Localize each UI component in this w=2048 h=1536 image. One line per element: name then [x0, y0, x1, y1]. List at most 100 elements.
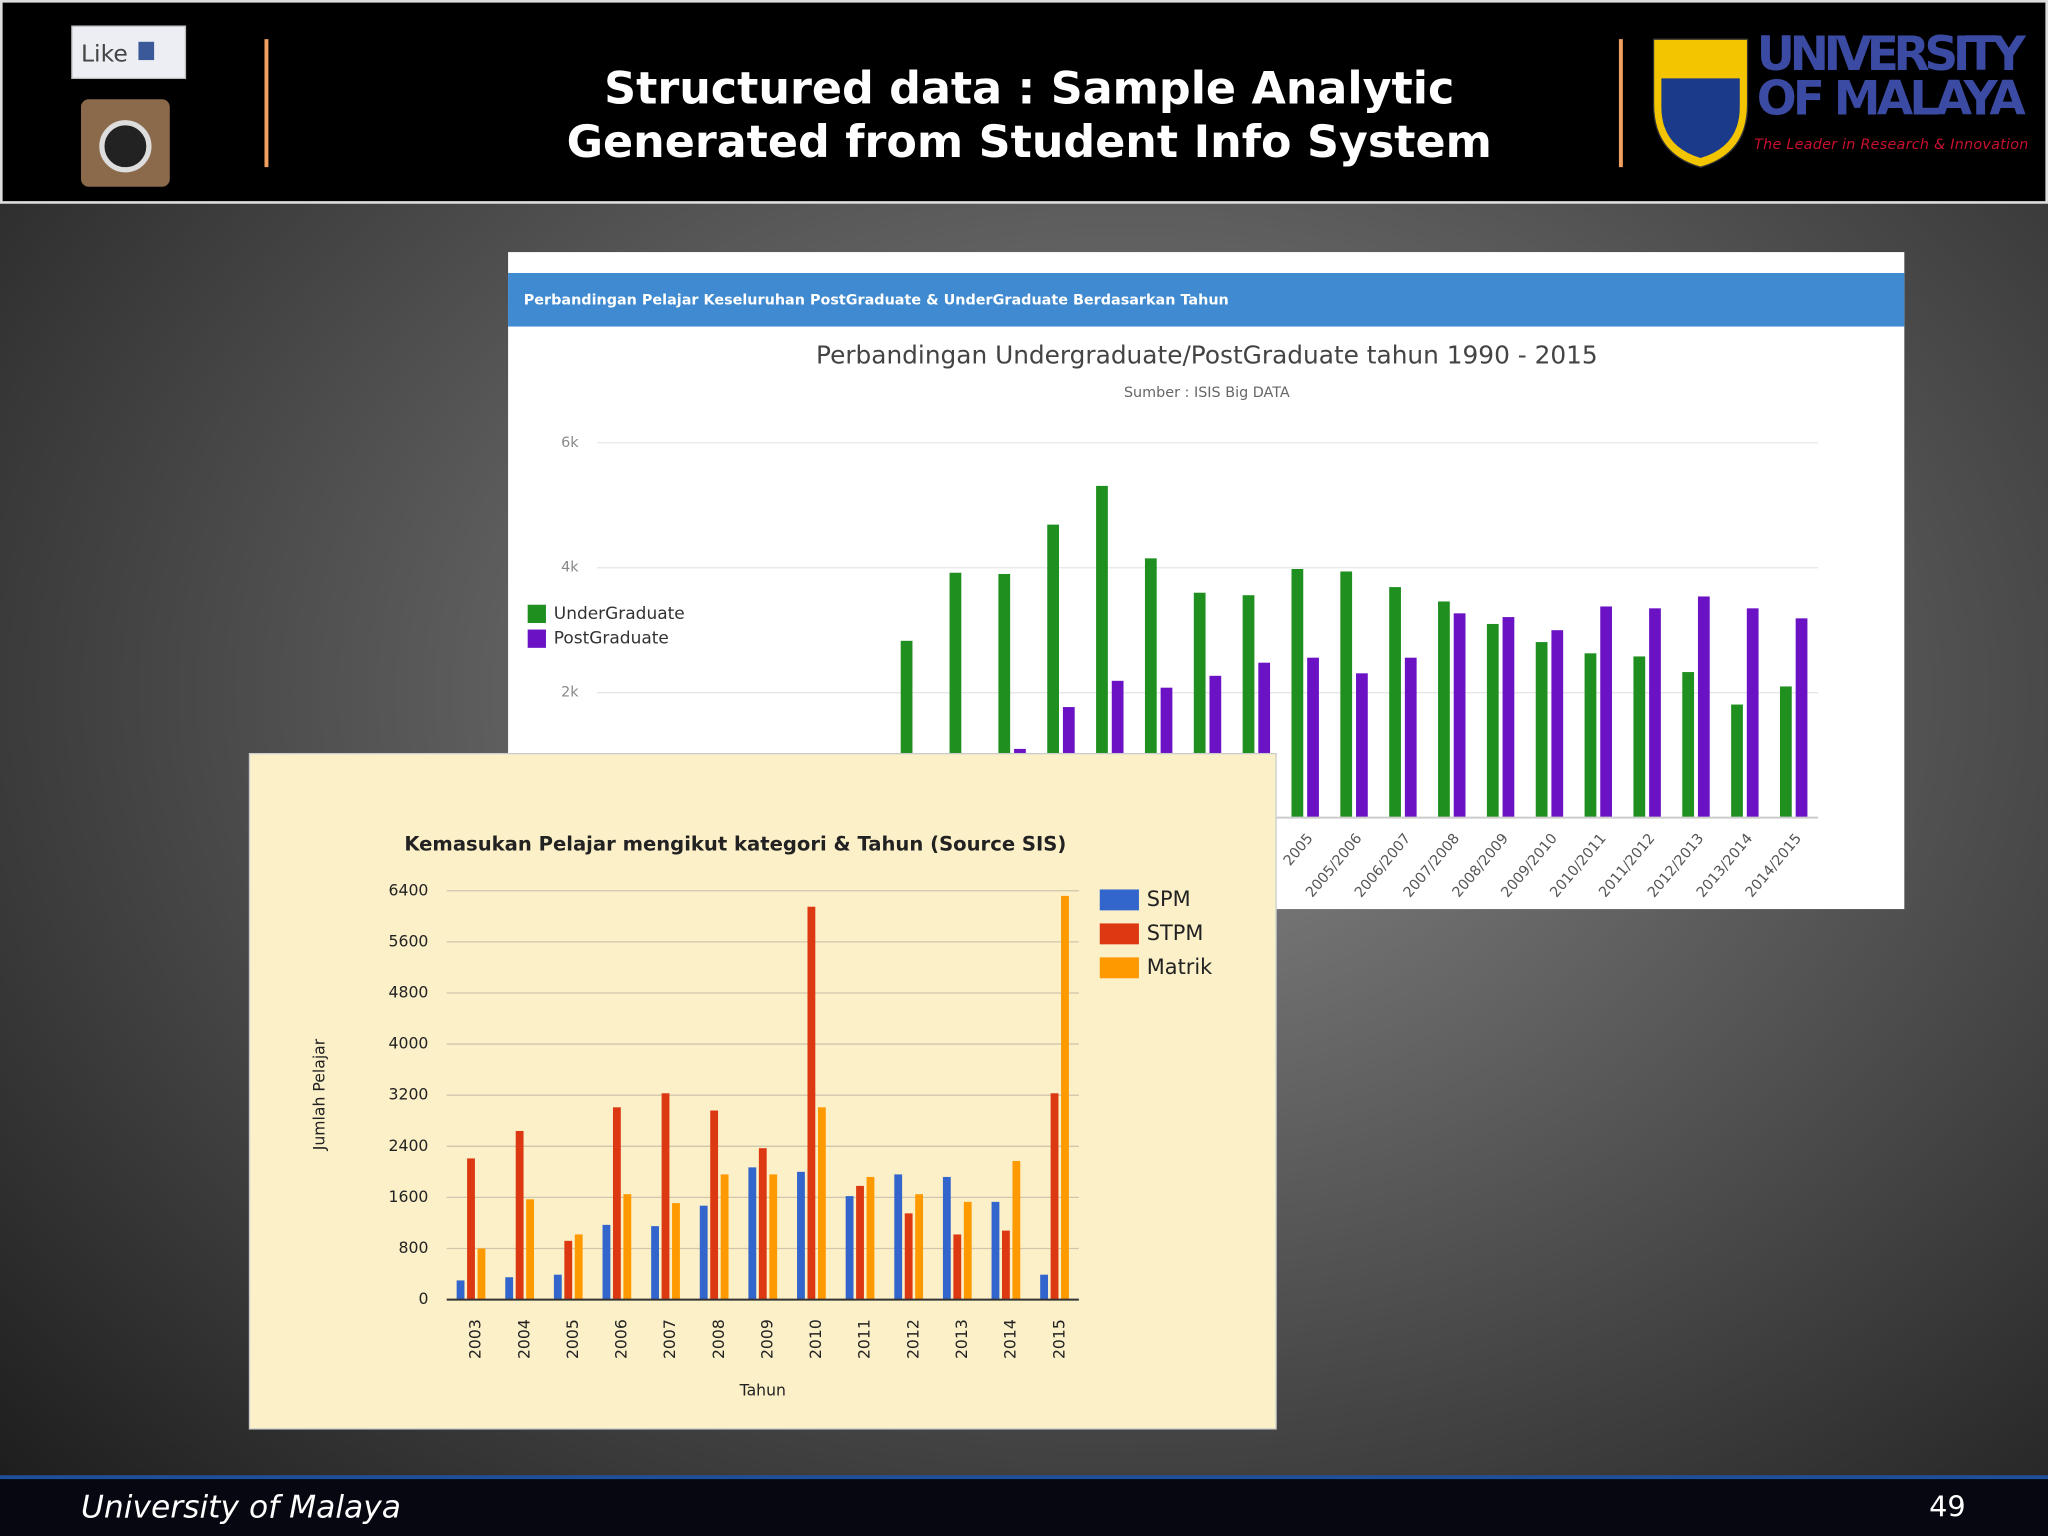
bar — [1242, 595, 1255, 818]
legend-label: Matrik — [1147, 955, 1213, 979]
bar — [1096, 485, 1108, 818]
header: Like Structured data : Sample Analytic G… — [0, 0, 2048, 204]
bar — [1633, 656, 1646, 818]
logo-shield-inner — [1661, 78, 1740, 159]
legend-label: UnderGraduate — [554, 604, 685, 624]
bar — [515, 1130, 524, 1300]
like-button[interactable] — [71, 25, 187, 80]
bar — [856, 1185, 864, 1300]
y-tick-label: 4k — [561, 560, 579, 576]
x-tick-label: 2008 — [709, 1319, 728, 1359]
bar — [710, 1110, 719, 1300]
footer: University of Malaya 49 — [0, 1475, 2048, 1536]
bar — [564, 1240, 573, 1300]
bar — [1061, 895, 1069, 1300]
y-tick-label: 4800 — [389, 982, 429, 1001]
x-tick-label: 2013 — [952, 1319, 971, 1359]
bar — [758, 1148, 767, 1300]
bar — [1697, 596, 1710, 818]
bar — [1193, 592, 1206, 818]
bar — [1584, 653, 1597, 818]
bar — [1160, 687, 1173, 818]
x-tick-label: 2005 — [563, 1319, 582, 1359]
bar — [1535, 642, 1548, 818]
y-tick-label: 1600 — [389, 1187, 429, 1206]
bar — [953, 1234, 962, 1300]
slide-title: Generated from Student Info System — [567, 117, 1492, 168]
bar — [1600, 606, 1613, 818]
y-tick-label: 2k — [561, 685, 579, 701]
bar — [467, 1158, 475, 1300]
y-tick-label: 6k — [561, 435, 579, 451]
y-tick-label: 800 — [399, 1238, 429, 1257]
bar — [900, 640, 913, 818]
bar — [894, 1174, 903, 1300]
bar — [1746, 608, 1759, 818]
y-tick-label: 3200 — [389, 1085, 429, 1104]
bar — [1486, 623, 1499, 818]
chart-title: Perbandingan Undergraduate/PostGraduate … — [816, 341, 1598, 370]
bar — [817, 1107, 826, 1300]
bar — [797, 1171, 805, 1300]
slide-title: Structured data : Sample Analytic — [604, 63, 1454, 114]
x-tick-label: 2014 — [1001, 1319, 1020, 1359]
bar — [942, 1176, 951, 1300]
bar — [456, 1280, 465, 1300]
bar — [1551, 630, 1564, 818]
x-tick-label: 2009 — [757, 1319, 776, 1359]
like-icon — [138, 41, 155, 61]
bar — [1291, 568, 1304, 818]
bar — [1502, 617, 1515, 818]
x-tick-label: 2011 — [855, 1319, 874, 1359]
bar — [949, 572, 962, 818]
bar — [769, 1174, 778, 1300]
legend-label: PostGraduate — [554, 629, 669, 649]
y-tick-label: 2400 — [389, 1136, 429, 1155]
bar — [1012, 1160, 1021, 1300]
bar — [651, 1226, 659, 1300]
y-tick-label: 4000 — [389, 1034, 429, 1053]
bar — [998, 573, 1011, 818]
bar — [1682, 672, 1695, 818]
legend-label: STPM — [1147, 921, 1204, 945]
bar — [1404, 657, 1417, 818]
x-tick-label: 2003 — [466, 1319, 485, 1359]
bar — [1731, 704, 1743, 818]
instagram-lens — [99, 120, 152, 173]
chart-front: Kemasukan Pelajar mengikut kategori & Ta… — [248, 752, 1277, 1430]
bar — [1050, 1093, 1059, 1300]
bar — [1307, 657, 1319, 818]
bar — [1258, 662, 1271, 818]
y-tick-label: 5600 — [389, 931, 429, 950]
x-tick-label: 2012 — [903, 1319, 922, 1359]
bar — [915, 1194, 924, 1300]
x-tick-label: 2015 — [1049, 1319, 1068, 1359]
panel-header — [508, 272, 1905, 327]
y-axis-label: Jumlah Pelajar — [310, 1038, 329, 1151]
bar — [1209, 675, 1222, 818]
legend-swatch — [527, 629, 546, 648]
bar — [1001, 1230, 1010, 1300]
bar — [1649, 608, 1661, 818]
footer-text: University of Malaya — [81, 1490, 401, 1526]
bar — [807, 906, 816, 1300]
bar — [672, 1203, 680, 1300]
bar — [574, 1234, 583, 1300]
chart-panel — [248, 752, 1277, 1430]
x-tick-label: 2010 — [806, 1319, 825, 1359]
bar — [1040, 1274, 1049, 1300]
logo-text: UNIVERSITY — [1757, 27, 2027, 82]
bar — [1795, 618, 1808, 818]
bar — [991, 1201, 1000, 1300]
bar — [661, 1093, 670, 1300]
logo-tagline: The Leader in Research & Innovation — [1754, 137, 2028, 153]
panel-title: Perbandingan Pelajar Keseluruhan PostGra… — [524, 292, 1229, 308]
bar — [1389, 587, 1401, 818]
bar — [1340, 571, 1353, 818]
bar — [623, 1194, 632, 1300]
x-tick-label: 2004 — [514, 1319, 533, 1359]
bar — [1111, 680, 1124, 818]
bar — [553, 1274, 562, 1300]
